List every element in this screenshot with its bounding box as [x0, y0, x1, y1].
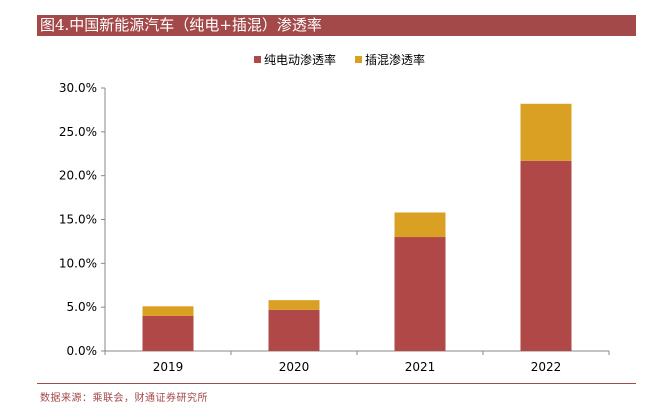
- bar-segment-bev-2022: [520, 160, 572, 351]
- y-tick-label: 20.0%: [59, 169, 97, 183]
- bar-segment-phev-2019: [142, 306, 194, 316]
- bar-segment-phev-2022: [520, 103, 572, 161]
- bars: [142, 103, 572, 351]
- bar-segment-phev-2021: [394, 212, 446, 238]
- bar-segment-bev-2019: [142, 315, 194, 351]
- x-tick-label: 2022: [531, 360, 562, 374]
- legend: 纯电动渗透率 插混渗透率: [254, 52, 425, 67]
- source-note: 数据来源：乘联会，财通证券研究所: [40, 393, 208, 404]
- bar-segment-bev-2021: [394, 237, 446, 351]
- legend-swatch-bev: [254, 56, 261, 63]
- legend-label-phev: 插混渗透率: [365, 52, 425, 67]
- legend-label-bev: 纯电动渗透率: [264, 52, 336, 67]
- y-tick-label: 0.0%: [67, 344, 98, 358]
- bar-segment-phev-2020: [268, 300, 320, 310]
- y-tick-label: 25.0%: [59, 125, 97, 139]
- y-tick-label: 30.0%: [59, 81, 97, 95]
- legend-swatch-phev: [355, 56, 362, 63]
- x-tick-label: 2019: [153, 360, 184, 374]
- y-axis-ticks: 0.0% 5.0% 10.0% 15.0% 20.0% 25.0% 30.0%: [59, 81, 105, 358]
- y-tick-label: 15.0%: [59, 213, 97, 227]
- x-axis-ticks: 2019 2020 2021 2022: [153, 360, 562, 374]
- x-tick-label: 2020: [279, 360, 310, 374]
- bar-segment-bev-2020: [268, 309, 320, 351]
- figure-title: 图4.中国新能源汽车（纯电+插混）渗透率: [37, 15, 636, 36]
- x-tick-label: 2021: [405, 360, 436, 374]
- footer-divider: [37, 383, 636, 384]
- y-tick-label: 10.0%: [59, 256, 97, 270]
- y-tick-label: 5.0%: [67, 300, 98, 314]
